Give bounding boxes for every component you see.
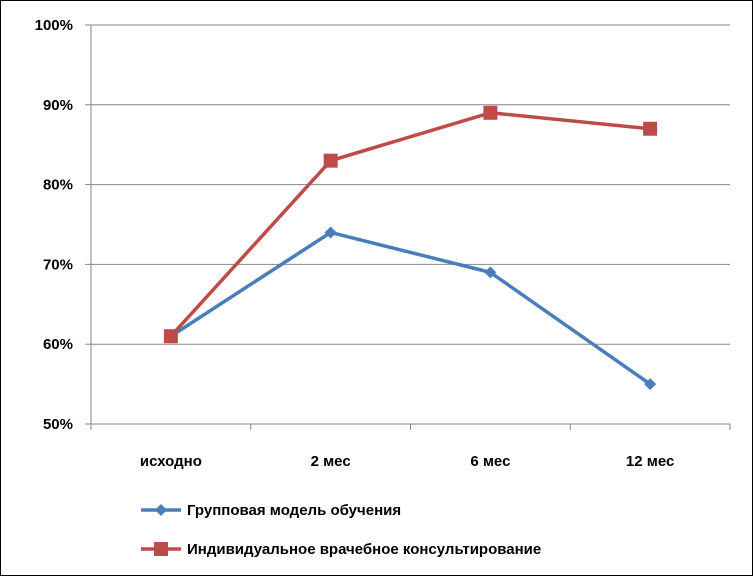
series-line bbox=[169, 230, 652, 386]
legend-marker bbox=[154, 542, 168, 556]
data-point bbox=[163, 329, 178, 344]
y-tick-label: 90% bbox=[43, 97, 73, 114]
gridlines bbox=[91, 24, 730, 345]
y-tick-label: 80% bbox=[43, 177, 73, 194]
legend-marker bbox=[155, 504, 167, 516]
legend-label: Групповая модель обучения bbox=[187, 502, 401, 519]
axes bbox=[90, 25, 730, 425]
y-tick-label: 100% bbox=[35, 17, 73, 34]
data-point bbox=[484, 266, 497, 279]
x-tick-label: исходно bbox=[140, 453, 202, 470]
data-point bbox=[643, 121, 658, 136]
legend-label: Индивидуальное врачебное консультировани… bbox=[187, 541, 541, 558]
data-point bbox=[644, 378, 657, 391]
data-point bbox=[324, 226, 337, 239]
legend-item: Индивидуальное врачебное консультировани… bbox=[141, 541, 541, 558]
y-axis-ticks: 50% 60% 70% 80% 90% 100% bbox=[35, 17, 91, 433]
y-tick-label: 50% bbox=[43, 416, 73, 433]
data-point bbox=[483, 105, 498, 120]
series-1 bbox=[164, 226, 657, 391]
x-tick-label: 12 мес bbox=[626, 453, 674, 470]
y-tick-label: 60% bbox=[43, 336, 73, 353]
x-tick-label: 6 мес bbox=[470, 453, 510, 470]
series-2 bbox=[163, 105, 658, 344]
series-line bbox=[169, 111, 651, 338]
x-axis-ticks: исходно 2 мес 6 мес 12 мес bbox=[90, 424, 731, 470]
data-point bbox=[323, 153, 338, 168]
legend-item: Групповая модель обучения bbox=[141, 502, 401, 519]
legend: Групповая модель обучения Индивидуальное … bbox=[141, 502, 541, 558]
x-tick-label: 2 мес bbox=[311, 453, 351, 470]
y-tick-label: 70% bbox=[43, 256, 73, 273]
series-group bbox=[163, 105, 658, 391]
